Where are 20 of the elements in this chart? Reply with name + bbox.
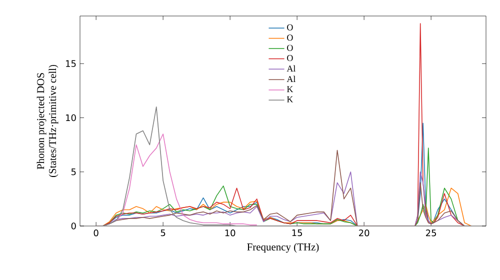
y-axis-title: Phonon projected DOS (States/THz·primitive cell) [36, 64, 58, 178]
x-tick-label: 20 [359, 230, 370, 236]
x-tick-label: 10 [225, 230, 236, 236]
legend-label: O [287, 55, 293, 62]
x-tick-label: 0 [94, 230, 98, 236]
x-tick-label: 15 [292, 230, 302, 236]
y-tick-label: 15 [66, 60, 76, 67]
legend-label: Al [286, 76, 296, 82]
x-axis-title: Frequency (THz) [247, 243, 319, 253]
y-tick-label: 10 [66, 114, 76, 122]
legend-label: O [287, 44, 293, 51]
y-tick-label: 0 [71, 222, 76, 230]
x-tick-label: 5 [160, 230, 166, 236]
legend-label: K [286, 96, 294, 102]
x-tick-label: 25 [426, 230, 436, 236]
legend-label: O [287, 24, 293, 30]
legend-label: Al [286, 65, 296, 72]
y-tick-label: 5 [71, 168, 76, 176]
legend-label: O [287, 34, 293, 41]
legend-label: K [286, 86, 294, 92]
